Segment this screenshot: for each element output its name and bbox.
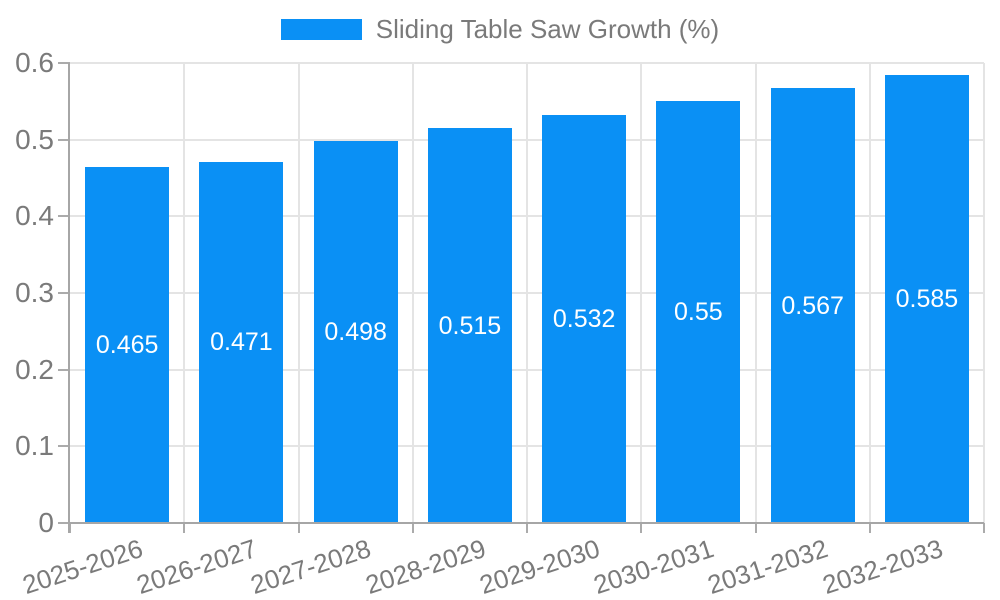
x-tick-label: 2027-2028 [247, 533, 375, 600]
x-tick-mark [69, 523, 71, 533]
bar[interactable] [313, 141, 398, 523]
x-gridline [983, 63, 985, 523]
x-tick-mark [754, 523, 757, 533]
bar[interactable] [884, 74, 969, 523]
y-tick-label: 0.2 [15, 353, 54, 385]
y-tick-label: 0.5 [15, 123, 54, 155]
x-tick-mark [297, 523, 300, 533]
x-tick-label: 2029-2030 [475, 533, 604, 600]
x-tick-mark [183, 523, 186, 533]
y-tick-mark [58, 368, 70, 371]
x-tick-mark [411, 523, 414, 533]
y-tick-label: 0 [38, 507, 54, 538]
x-axis-line [70, 522, 984, 524]
x-tick-mark [983, 523, 985, 533]
bar[interactable] [85, 166, 170, 523]
legend-label: Sliding Table Saw Growth (%) [375, 13, 720, 44]
bar[interactable] [427, 128, 512, 523]
x-gridline [297, 63, 300, 523]
x-tick-label: 2031-2032 [704, 533, 832, 600]
x-gridline [640, 63, 643, 523]
x-gridline [868, 63, 871, 523]
y-tick-mark [58, 522, 70, 524]
x-gridline [411, 63, 414, 523]
y-tick-label: 0.1 [15, 430, 54, 462]
x-gridline [526, 63, 528, 523]
x-tick-mark [868, 523, 871, 533]
x-tick-label: 2026-2027 [132, 533, 261, 600]
y-tick-mark [58, 138, 70, 141]
x-tick-label: 2025-2026 [18, 533, 147, 600]
legend-swatch [280, 18, 362, 40]
x-tick-label: 2030-2031 [589, 533, 718, 600]
bar[interactable] [770, 88, 855, 523]
y-tick-label: 0.6 [15, 47, 54, 78]
y-tick-mark [58, 62, 70, 64]
chart-legend[interactable]: Sliding Table Saw Growth (%) [0, 12, 1000, 46]
bar[interactable] [656, 101, 741, 523]
y-tick-label: 0.4 [15, 200, 54, 232]
bar[interactable] [542, 115, 627, 523]
x-tick-label: 2032-2033 [818, 533, 946, 600]
y-tick-mark [58, 445, 70, 448]
y-tick-label: 0.3 [15, 277, 54, 308]
x-tick-mark [640, 523, 643, 533]
x-tick-mark [526, 523, 528, 533]
x-tick-label: 2028-2029 [361, 533, 489, 600]
bar[interactable] [199, 161, 284, 523]
y-tick-mark [58, 292, 70, 294]
y-tick-mark [58, 215, 70, 218]
x-gridline [754, 63, 757, 523]
y-axis-line [68, 63, 70, 533]
x-gridline [183, 63, 186, 523]
